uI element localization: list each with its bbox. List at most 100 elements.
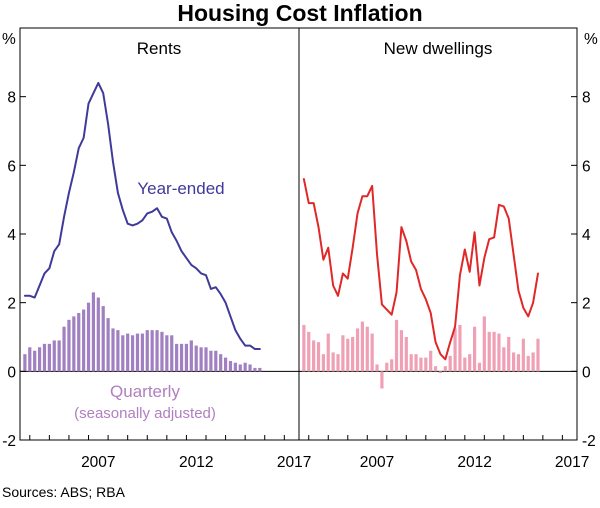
bar-rents-0: [23, 354, 27, 372]
bar-dwellings-45: [521, 338, 525, 372]
bar-dwellings-6: [331, 352, 335, 372]
bar-dwellings-35: [472, 326, 477, 372]
bar-dwellings-23: [414, 354, 418, 372]
line-rents-year-ended: [23, 81, 261, 351]
bar-rents-48: [258, 367, 262, 372]
bar-dwellings-8: [341, 335, 345, 372]
bar-dwellings-14: [370, 333, 374, 372]
bar-dwellings-46: [526, 355, 530, 372]
bar-rents-30: [170, 335, 174, 372]
bar-rents-10: [72, 316, 76, 372]
bar-rents-20: [121, 335, 125, 372]
lines-layer: [23, 81, 539, 361]
bar-rents-41: [223, 357, 228, 372]
bar-rents-6: [52, 340, 56, 372]
bar-rents-23: [135, 333, 140, 372]
ytick-label-left-0: 0: [7, 364, 16, 381]
bar-dwellings-5: [326, 333, 330, 372]
ytick-label-left-2: 2: [7, 296, 16, 313]
bar-rents-37: [204, 347, 208, 372]
bar-rents-34: [189, 340, 193, 372]
bar-rents-44: [238, 364, 242, 372]
ytick-label-right--2: -2: [582, 433, 596, 450]
annotation-year-ended: Year-ended: [137, 179, 224, 198]
bar-rents-22: [130, 335, 135, 372]
bar-rents-9: [67, 319, 71, 372]
ytick-label-right-4: 4: [582, 227, 591, 244]
bar-dwellings-32: [458, 324, 462, 372]
bar-rents-4: [42, 343, 47, 372]
bar-dwellings-48: [536, 338, 540, 372]
bar-dwellings-7: [336, 354, 340, 372]
bar-rents-5: [47, 343, 51, 372]
bar-dwellings-11: [355, 328, 360, 372]
frame-layer: -2 -2 0 0 2 2 4 4 6 6 8 8 2007 2012 2017 2007 2012 2017: [2, 27, 596, 471]
bar-dwellings-1: [307, 331, 311, 372]
bar-dwellings-18: [390, 359, 394, 372]
bar-dwellings-31: [453, 328, 457, 372]
bar-dwellings-4: [321, 354, 325, 372]
bar-rents-11: [77, 312, 81, 372]
bar-dwellings-20: [399, 330, 404, 372]
bar-rents-31: [175, 343, 179, 372]
bar-dwellings-12: [360, 321, 364, 372]
ytick-label-right-8: 8: [582, 90, 591, 107]
bar-rents-15: [96, 297, 100, 372]
bar-dwellings-3: [316, 342, 321, 372]
bar-rents-32: [179, 343, 184, 372]
xtick-label-dwellings-2007: 2007: [360, 454, 394, 471]
bar-dwellings-36: [477, 362, 482, 372]
bar-dwellings-26: [429, 350, 433, 372]
bar-dwellings-27: [433, 366, 438, 372]
bar-dwellings-39: [492, 331, 496, 372]
bar-dwellings-25: [424, 357, 428, 372]
bar-dwellings-16: [380, 371, 384, 389]
bar-rents-18: [111, 328, 115, 372]
bar-dwellings-15: [375, 364, 379, 372]
annotation-quarterly: Quarterly: [110, 382, 180, 401]
bar-rents-28: [160, 331, 164, 372]
bar-rents-2: [33, 350, 37, 372]
bar-rents-43: [233, 362, 237, 372]
bar-rents-13: [86, 302, 91, 372]
bar-rents-26: [150, 330, 154, 372]
bar-dwellings-2: [312, 340, 316, 372]
bar-dwellings-44: [516, 354, 521, 372]
bar-rents-42: [228, 361, 233, 372]
bar-rents-16: [101, 306, 105, 372]
bar-rents-27: [155, 330, 159, 372]
xtick-label-rents-2007: 2007: [81, 454, 115, 471]
ytick-label-right-0: 0: [582, 364, 591, 381]
bar-rents-24: [140, 333, 144, 372]
source-note: Sources: ABS; RBA: [2, 484, 126, 500]
bar-rents-19: [116, 330, 120, 372]
xtick-label-rents-2012: 2012: [179, 454, 213, 471]
ytick-label-left-6: 6: [7, 158, 16, 175]
bar-rents-21: [126, 333, 130, 372]
bar-rents-45: [243, 362, 247, 372]
bar-dwellings-21: [404, 337, 408, 372]
line-dwellings-year-ended: [302, 178, 539, 361]
bar-dwellings-24: [419, 357, 423, 372]
labels-layer: % % Rents New dwellings Year-ended Quart…: [2, 31, 598, 500]
bar-dwellings-0: [302, 324, 306, 372]
bar-dwellings-43: [512, 352, 516, 372]
bar-dwellings-17: [385, 362, 389, 372]
bar-rents-17: [106, 318, 110, 372]
bar-dwellings-40: [497, 333, 501, 372]
left-unit-label: %: [2, 31, 16, 48]
bar-dwellings-41: [502, 347, 506, 372]
bar-rents-39: [214, 350, 218, 372]
bar-rents-35: [194, 345, 198, 372]
xtick-label-dwellings-2017: 2017: [555, 454, 589, 471]
bar-rents-25: [145, 330, 149, 372]
bar-dwellings-19: [394, 319, 399, 372]
bar-rents-7: [57, 340, 61, 372]
ytick-label-right-2: 2: [582, 296, 591, 313]
bar-rents-29: [165, 335, 169, 372]
bar-rents-14: [91, 292, 96, 372]
ytick-label-left-8: 8: [7, 90, 16, 107]
bar-rents-47: [253, 367, 257, 372]
bar-rents-46: [248, 364, 252, 372]
